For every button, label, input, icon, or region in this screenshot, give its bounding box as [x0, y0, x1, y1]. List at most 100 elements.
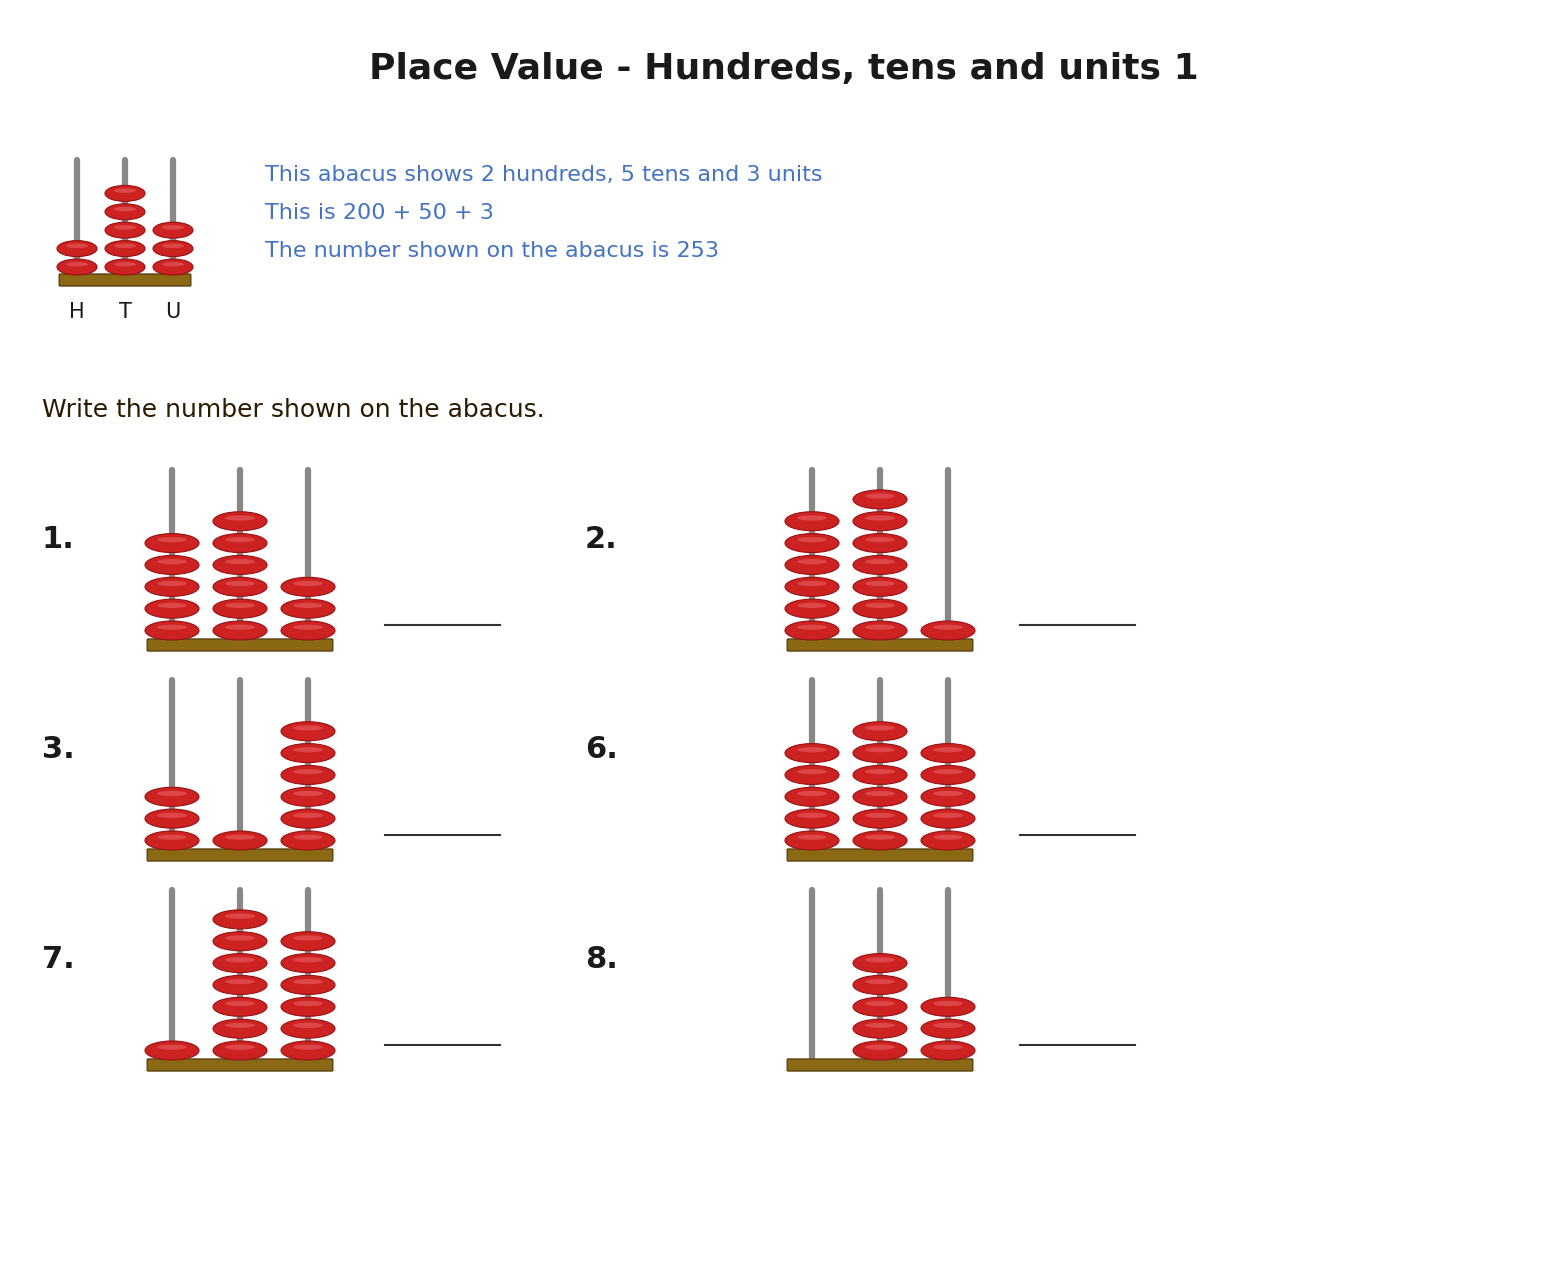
Ellipse shape	[786, 831, 839, 850]
FancyBboxPatch shape	[787, 1059, 972, 1071]
Ellipse shape	[144, 599, 199, 618]
Ellipse shape	[144, 621, 199, 640]
Ellipse shape	[920, 831, 975, 850]
Ellipse shape	[114, 244, 136, 248]
Ellipse shape	[213, 932, 267, 951]
Ellipse shape	[853, 787, 906, 806]
Text: U: U	[165, 302, 180, 323]
Ellipse shape	[866, 516, 895, 521]
Ellipse shape	[293, 580, 323, 585]
Ellipse shape	[226, 834, 256, 839]
Text: Place Value - Hundreds, tens and units 1: Place Value - Hundreds, tens and units 1	[368, 52, 1200, 86]
Ellipse shape	[866, 1001, 895, 1006]
Ellipse shape	[920, 1019, 975, 1038]
Ellipse shape	[853, 621, 906, 640]
Ellipse shape	[797, 559, 826, 564]
Ellipse shape	[866, 979, 895, 984]
Ellipse shape	[144, 578, 199, 597]
Ellipse shape	[281, 766, 336, 785]
Ellipse shape	[213, 578, 267, 597]
Ellipse shape	[144, 555, 199, 574]
Ellipse shape	[293, 935, 323, 941]
Ellipse shape	[786, 744, 839, 762]
Ellipse shape	[226, 559, 256, 564]
Ellipse shape	[213, 975, 267, 994]
Ellipse shape	[226, 1001, 256, 1006]
Ellipse shape	[797, 770, 826, 775]
Ellipse shape	[281, 954, 336, 973]
Ellipse shape	[281, 787, 336, 806]
Ellipse shape	[933, 747, 963, 752]
Ellipse shape	[213, 997, 267, 1016]
Ellipse shape	[281, 621, 336, 640]
Ellipse shape	[920, 787, 975, 806]
Ellipse shape	[786, 578, 839, 597]
Ellipse shape	[154, 240, 193, 257]
Ellipse shape	[213, 599, 267, 618]
Ellipse shape	[281, 578, 336, 597]
Ellipse shape	[226, 516, 256, 521]
Ellipse shape	[281, 975, 336, 994]
Ellipse shape	[866, 958, 895, 963]
Ellipse shape	[786, 787, 839, 806]
FancyBboxPatch shape	[787, 639, 972, 652]
Ellipse shape	[105, 259, 144, 276]
Ellipse shape	[226, 603, 256, 608]
Ellipse shape	[162, 244, 183, 248]
Ellipse shape	[114, 188, 136, 193]
Text: This abacus shows 2 hundreds, 5 tens and 3 units: This abacus shows 2 hundreds, 5 tens and…	[265, 165, 823, 185]
Text: T: T	[119, 302, 132, 323]
Ellipse shape	[293, 770, 323, 775]
Ellipse shape	[157, 559, 187, 564]
FancyBboxPatch shape	[787, 850, 972, 861]
Text: 8.: 8.	[585, 945, 618, 974]
Ellipse shape	[933, 1044, 963, 1050]
Ellipse shape	[293, 1001, 323, 1006]
Ellipse shape	[213, 909, 267, 928]
Ellipse shape	[786, 766, 839, 785]
Ellipse shape	[157, 625, 187, 630]
Ellipse shape	[144, 787, 199, 806]
Ellipse shape	[797, 813, 826, 818]
Ellipse shape	[213, 1041, 267, 1060]
Ellipse shape	[797, 747, 826, 752]
Ellipse shape	[226, 580, 256, 585]
Ellipse shape	[933, 770, 963, 775]
Ellipse shape	[114, 207, 136, 211]
Ellipse shape	[933, 1001, 963, 1006]
Text: 6.: 6.	[585, 735, 618, 765]
Ellipse shape	[114, 262, 136, 267]
Ellipse shape	[144, 1041, 199, 1060]
Text: Write the number shown on the abacus.: Write the number shown on the abacus.	[42, 398, 544, 422]
Ellipse shape	[56, 240, 97, 257]
Ellipse shape	[853, 997, 906, 1016]
Ellipse shape	[144, 831, 199, 850]
Ellipse shape	[853, 954, 906, 973]
Ellipse shape	[293, 725, 323, 730]
Ellipse shape	[162, 225, 183, 230]
Ellipse shape	[293, 979, 323, 984]
Ellipse shape	[226, 913, 256, 918]
Ellipse shape	[853, 533, 906, 552]
Ellipse shape	[213, 533, 267, 552]
Ellipse shape	[920, 809, 975, 828]
Ellipse shape	[920, 744, 975, 762]
Text: This is 200 + 50 + 3: This is 200 + 50 + 3	[265, 203, 494, 224]
Ellipse shape	[786, 555, 839, 574]
Ellipse shape	[853, 831, 906, 850]
Ellipse shape	[866, 747, 895, 752]
Ellipse shape	[933, 791, 963, 796]
FancyBboxPatch shape	[147, 639, 332, 652]
Ellipse shape	[920, 766, 975, 785]
Ellipse shape	[797, 834, 826, 839]
Ellipse shape	[933, 625, 963, 630]
Ellipse shape	[797, 537, 826, 542]
Ellipse shape	[157, 834, 187, 839]
Ellipse shape	[213, 831, 267, 850]
Ellipse shape	[797, 791, 826, 796]
Ellipse shape	[853, 1041, 906, 1060]
Ellipse shape	[866, 537, 895, 542]
Ellipse shape	[866, 770, 895, 775]
Ellipse shape	[866, 1022, 895, 1027]
Ellipse shape	[293, 791, 323, 796]
